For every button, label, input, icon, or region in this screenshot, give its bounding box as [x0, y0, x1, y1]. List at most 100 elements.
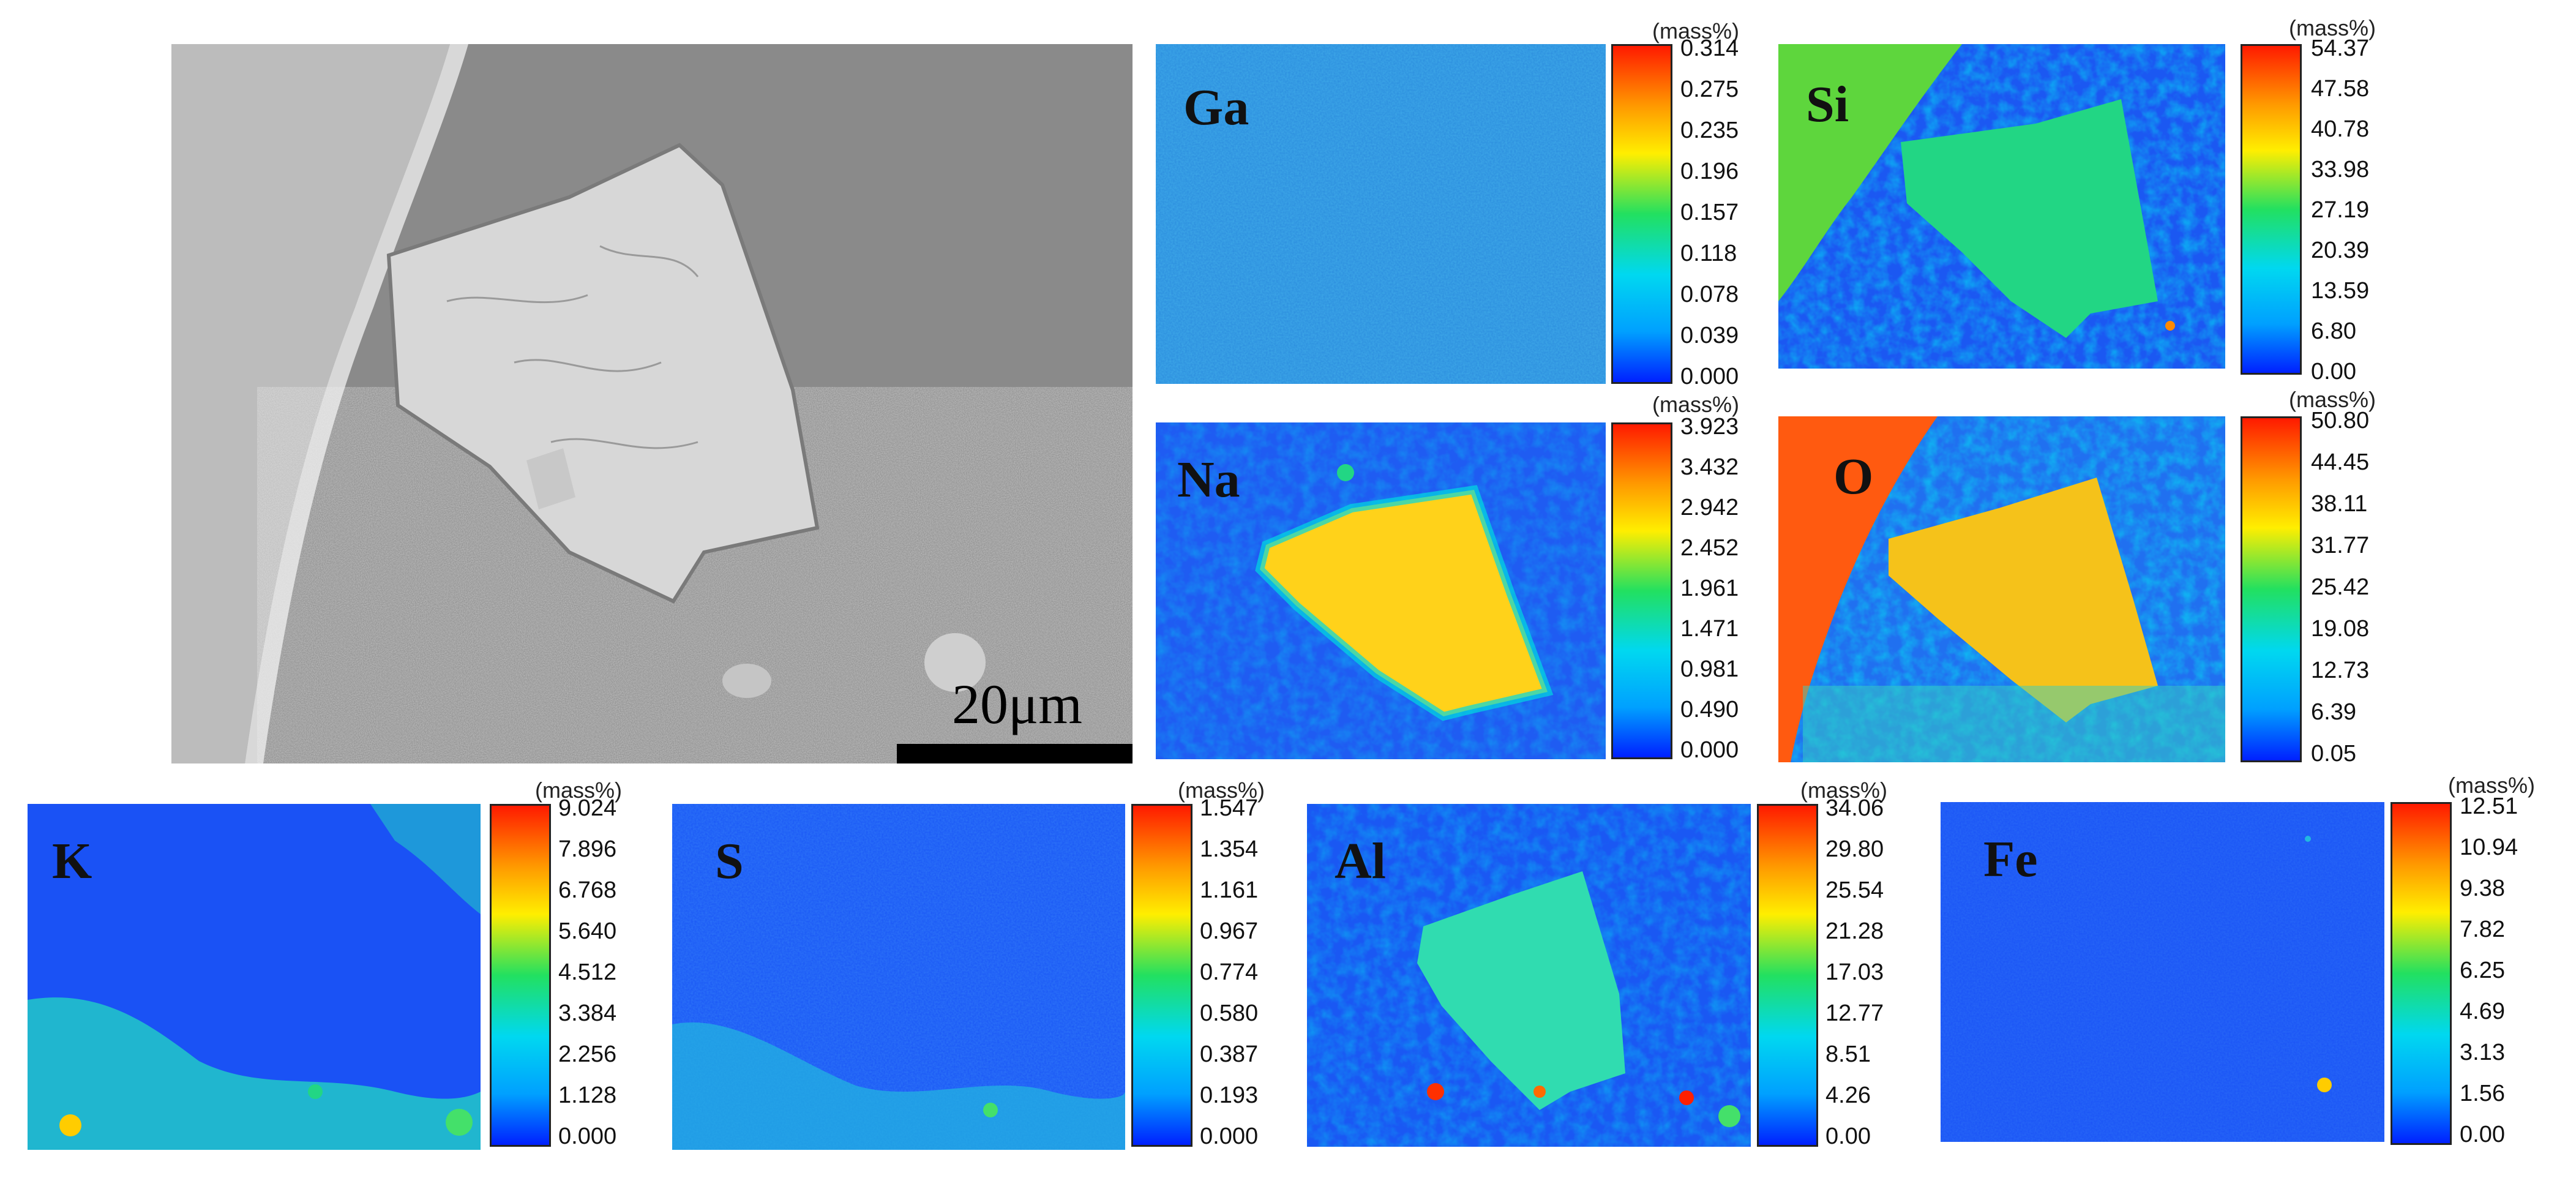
- tick-label: 9.38: [2460, 876, 2505, 901]
- tick-label: 12.73: [2311, 658, 2370, 683]
- tick-label: 38.11: [2311, 491, 2368, 517]
- tick-label: 29.80: [1825, 836, 1884, 862]
- tick-label: 0.078: [1680, 282, 1739, 307]
- tick-label: 12.77: [1825, 1000, 1884, 1026]
- tick-label: 12.51: [2460, 793, 2518, 819]
- element-label: K: [52, 833, 92, 890]
- tick-label: 33.98: [2311, 157, 2370, 182]
- colorbar-unit: (mass%): [1800, 778, 1887, 803]
- tick-label: 0.314: [1680, 36, 1739, 61]
- tick-label: 0.981: [1680, 656, 1739, 682]
- scale-bar-label: 20μm: [952, 673, 1082, 735]
- colorbar-ticks: 34.06 29.80 25.54 21.28 17.03 12.77 8.51…: [1825, 797, 1948, 1149]
- tick-label: 0.00: [1825, 1124, 1871, 1149]
- tick-label: 3.13: [2460, 1040, 2505, 1065]
- colorbar-s: [1131, 804, 1193, 1147]
- tick-label: 47.58: [2311, 76, 2370, 102]
- tick-label: 6.80: [2311, 318, 2356, 344]
- tick-label: 2.452: [1680, 535, 1739, 561]
- colorbar-unit: (mass%): [1652, 18, 1739, 43]
- element-label: Si: [1806, 76, 1849, 133]
- tick-label: 6.39: [2311, 699, 2356, 725]
- colorbar-unit: (mass%): [535, 778, 622, 803]
- tick-label: 3.923: [1680, 414, 1739, 440]
- tick-label: 0.000: [1680, 737, 1739, 763]
- colorbar-fe: [2391, 802, 2452, 1145]
- colorbar-unit: (mass%): [2289, 15, 2376, 40]
- tick-label: 2.942: [1680, 495, 1739, 520]
- colorbar-unit: (mass%): [1652, 392, 1739, 417]
- tick-label: 50.80: [2311, 408, 2370, 433]
- sem-micrograph: 20μm: [171, 44, 1133, 763]
- tick-label: 4.26: [1825, 1082, 1871, 1108]
- tick-label: 1.354: [1200, 836, 1259, 862]
- tick-label: 21.28: [1825, 918, 1884, 944]
- colorbar-unit: (mass%): [2289, 387, 2376, 412]
- tick-label: 1.128: [558, 1082, 617, 1108]
- tick-label: 0.039: [1680, 323, 1739, 348]
- tick-label: 3.384: [558, 1000, 617, 1026]
- colorbar-ticks: 50.80 44.45 38.11 31.77 25.42 19.08 12.7…: [2311, 409, 2433, 767]
- tick-label: 25.42: [2311, 574, 2370, 600]
- colorbar-ticks: 0.314 0.275 0.235 0.196 0.157 0.118 0.07…: [1680, 37, 1803, 388]
- tick-label: 31.77: [2311, 533, 2370, 558]
- map-na: Na: [1156, 422, 1606, 759]
- colorbar-ticks: 1.547 1.354 1.161 0.967 0.774 0.580 0.38…: [1200, 797, 1322, 1148]
- tick-label: 0.05: [2311, 741, 2356, 767]
- tick-label: 0.235: [1680, 118, 1739, 143]
- colorbar-ticks: 12.51 10.94 9.38 7.82 6.25 4.69 3.13 1.5…: [2460, 795, 2576, 1147]
- tick-label: 0.000: [1680, 364, 1739, 389]
- colorbar-al: [1757, 804, 1818, 1147]
- element-label: Na: [1177, 451, 1240, 508]
- tick-label: 4.69: [2460, 999, 2505, 1024]
- map-ga: Ga: [1156, 44, 1606, 384]
- tick-label: 6.25: [2460, 958, 2505, 983]
- map-s: S: [672, 804, 1125, 1150]
- tick-label: 34.06: [1825, 795, 1884, 821]
- element-label: Al: [1335, 833, 1386, 890]
- tick-label: 0.193: [1200, 1082, 1259, 1108]
- tick-label: 8.51: [1825, 1041, 1871, 1067]
- tick-label: 1.161: [1200, 877, 1259, 903]
- tick-label: 0.00: [2460, 1122, 2505, 1147]
- colorbar-unit: (mass%): [1178, 778, 1265, 803]
- tick-label: 25.54: [1825, 877, 1884, 903]
- tick-label: 44.45: [2311, 449, 2370, 475]
- tick-label: 0.387: [1200, 1041, 1259, 1067]
- tick-label: 13.59: [2311, 278, 2370, 304]
- map-k: K: [28, 804, 481, 1150]
- map-al: Al: [1307, 804, 1751, 1147]
- tick-label: 0.275: [1680, 77, 1739, 102]
- map-o: O: [1778, 416, 2225, 762]
- colorbar-ga: [1611, 44, 1672, 384]
- tick-label: 0.967: [1200, 918, 1259, 944]
- tick-label: 19.08: [2311, 616, 2370, 642]
- tick-label: 7.82: [2460, 917, 2505, 942]
- tick-label: 9.024: [558, 795, 617, 821]
- tick-label: 0.774: [1200, 959, 1259, 985]
- colorbar-si: [2241, 44, 2302, 375]
- tick-label: 1.961: [1680, 576, 1739, 601]
- tick-label: 1.56: [2460, 1081, 2505, 1106]
- tick-label: 0.490: [1680, 697, 1739, 722]
- element-label: Ga: [1183, 79, 1249, 136]
- map-si: Si: [1778, 44, 2225, 369]
- colorbar-ticks: 9.024 7.896 6.768 5.640 4.512 3.384 2.25…: [558, 797, 681, 1148]
- tick-label: 10.94: [2460, 835, 2518, 860]
- tick-label: 20.39: [2311, 238, 2370, 263]
- tick-label: 27.19: [2311, 197, 2370, 223]
- tick-label: 6.768: [558, 877, 617, 903]
- colorbar-unit: (mass%): [2448, 773, 2535, 798]
- element-label: S: [715, 833, 744, 890]
- colorbar-ticks: 54.37 47.58 40.78 33.98 27.19 20.39 13.5…: [2311, 37, 2433, 383]
- tick-label: 0.196: [1680, 159, 1739, 184]
- tick-label: 0.118: [1680, 241, 1737, 266]
- tick-label: 5.640: [558, 918, 617, 944]
- tick-label: 2.256: [558, 1041, 617, 1067]
- tick-label: 40.78: [2311, 116, 2370, 142]
- tick-label: 0.580: [1200, 1000, 1259, 1026]
- scale-bar: [897, 744, 1133, 763]
- map-fe: Fe: [1941, 802, 2384, 1142]
- colorbar-k: [490, 804, 551, 1147]
- tick-label: 0.00: [2311, 359, 2356, 385]
